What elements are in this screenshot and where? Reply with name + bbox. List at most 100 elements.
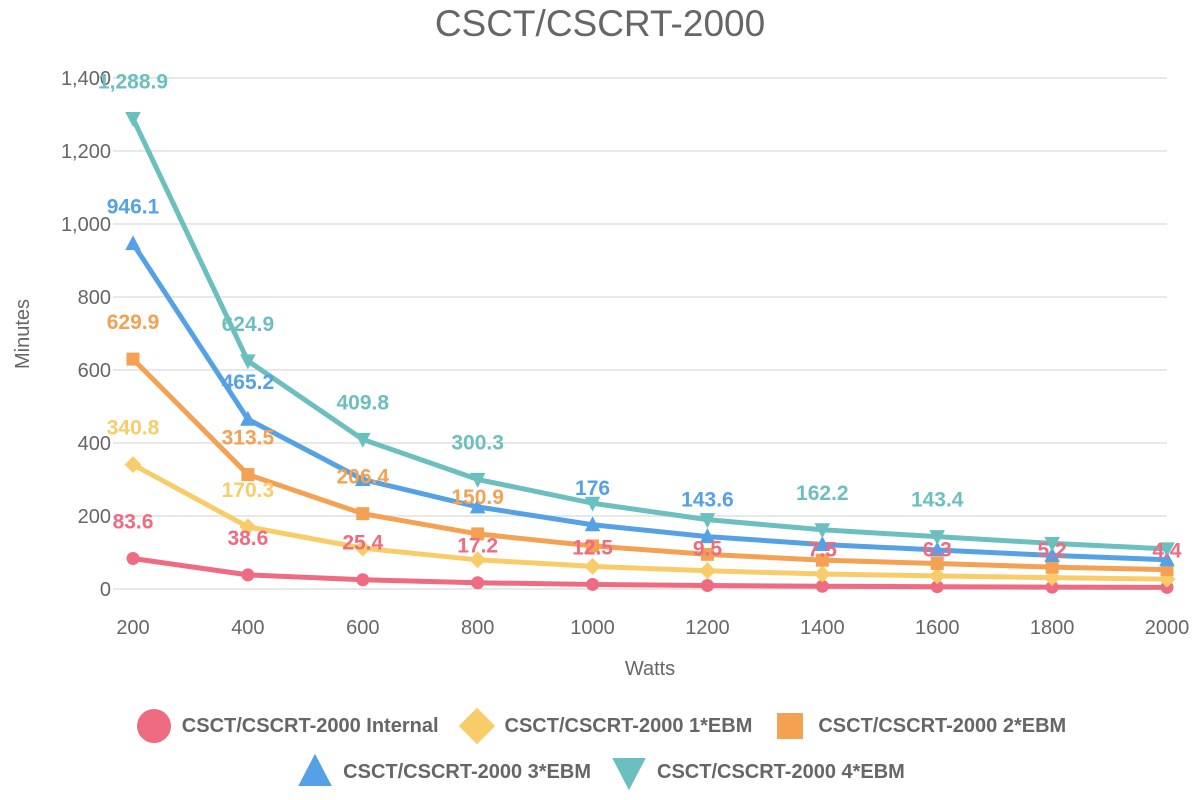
series-line (130, 242, 1168, 563)
data-label: 9.5 (693, 538, 723, 561)
y-tick-label: 200 (78, 506, 111, 528)
data-point (124, 456, 142, 474)
x-tick-label: 800 (461, 617, 494, 639)
data-label: 25.4 (342, 532, 383, 555)
legend-item[interactable]: CSCT/CSCRT-2000 4*EBM (609, 752, 905, 792)
legend-label: CSCT/CSCRT-2000 4*EBM (657, 760, 905, 783)
data-point (469, 498, 486, 514)
data-label: 946.1 (107, 196, 160, 219)
data-label: 313.5 (222, 427, 275, 450)
data-label: 206.4 (336, 466, 389, 489)
data-point (356, 573, 370, 587)
data-point (929, 541, 946, 557)
x-tick-label: 1200 (685, 617, 730, 639)
series-line (131, 357, 1168, 573)
data-point (239, 518, 257, 536)
data-label: 1,288.9 (98, 71, 168, 94)
y-tick-label: 1,400 (61, 68, 111, 90)
data-label: 170.3 (222, 479, 275, 502)
data-point (586, 539, 600, 553)
x-tick-label: 1800 (1030, 617, 1075, 639)
series-3 (125, 235, 1175, 567)
legend-marker (136, 709, 171, 743)
data-point (240, 410, 256, 426)
diamond-marker-icon (458, 707, 495, 745)
data-point (1160, 563, 1174, 577)
data-point (1044, 546, 1060, 562)
data-point (125, 235, 141, 251)
data-label: 83.6 (113, 510, 154, 533)
data-point (126, 352, 140, 366)
legend-item[interactable]: CSCT/CSCRT-2000 2*EBM (770, 706, 1066, 746)
legend-label: CSCT/CSCRT-2000 3*EBM (343, 760, 591, 783)
data-label: 143.4 (911, 489, 964, 512)
legend-item[interactable]: CSCT/CSCRT-2000 1*EBM (457, 706, 753, 746)
data-point (699, 513, 716, 529)
data-label: 624.9 (222, 313, 275, 336)
data-point (241, 568, 255, 582)
data-label: 38.6 (227, 527, 268, 550)
series-2 (126, 352, 1174, 577)
data-point (1044, 536, 1060, 552)
x-tick-label: 2000 (1145, 617, 1190, 639)
data-point (354, 432, 371, 448)
data-point (356, 507, 370, 521)
x-tick-label: 1400 (800, 617, 845, 639)
square-marker-icon (777, 713, 804, 739)
data-point (584, 496, 601, 512)
data-point (471, 576, 485, 590)
y-tick-label: 1,000 (61, 214, 111, 236)
data-label: 4.4 (1152, 539, 1182, 562)
legend-marker (612, 758, 646, 791)
data-point (698, 562, 716, 580)
data-point (126, 551, 140, 565)
series-1 (124, 456, 1176, 588)
data-point (1159, 551, 1175, 567)
y-tick-label: 600 (78, 360, 111, 382)
data-point (928, 567, 946, 585)
x-tick-label: 1000 (570, 617, 615, 639)
data-point (930, 580, 944, 594)
x-tick-label: 600 (346, 617, 379, 639)
data-point (586, 577, 600, 591)
legend-item[interactable]: CSCT/CSCRT-2000 Internal (134, 706, 439, 746)
data-label: 143.6 (681, 489, 734, 512)
legend: CSCT/CSCRT-2000 3*EBM CSCT/CSCRT-2000 4*E… (0, 752, 1200, 792)
legend-label: CSCT/CSCRT-2000 Internal (181, 714, 439, 737)
data-point (584, 557, 602, 575)
data-point (815, 579, 829, 593)
data-point (813, 565, 831, 583)
data-label: 5.2 (1038, 539, 1067, 562)
data-point (930, 556, 944, 570)
data-label: 629.9 (107, 311, 160, 334)
series-line (130, 117, 1168, 552)
data-point (815, 553, 829, 567)
data-label: 7.5 (808, 538, 838, 561)
series-line (131, 462, 1168, 582)
legend-item[interactable]: CSCT/CSCRT-2000 3*EBM (295, 752, 591, 792)
data-label: 150.9 (451, 486, 504, 509)
data-label: 340.8 (107, 417, 160, 440)
x-tick-label: 1600 (915, 617, 960, 639)
data-point (469, 551, 487, 569)
data-point (814, 523, 831, 539)
data-point (125, 112, 141, 128)
data-point (1159, 542, 1175, 558)
data-point (1045, 580, 1059, 594)
legend-label: CSCT/CSCRT-2000 1*EBM (504, 714, 753, 737)
data-point (1045, 560, 1059, 574)
circle-marker-icon (136, 709, 171, 743)
data-point (700, 547, 714, 561)
data-point (241, 468, 255, 482)
y-axis-label: Minutes (12, 299, 34, 369)
data-point (584, 516, 601, 532)
y-tick-label: 800 (78, 287, 111, 309)
triangle-down-marker-icon (612, 758, 646, 791)
data-label: 176 (575, 477, 610, 500)
data-point (471, 527, 485, 541)
x-tick-label: 200 (116, 617, 149, 639)
series-line (132, 556, 1168, 590)
legend-label: CSCT/CSCRT-2000 2*EBM (818, 714, 1067, 737)
x-tick-label: 400 (231, 617, 264, 639)
